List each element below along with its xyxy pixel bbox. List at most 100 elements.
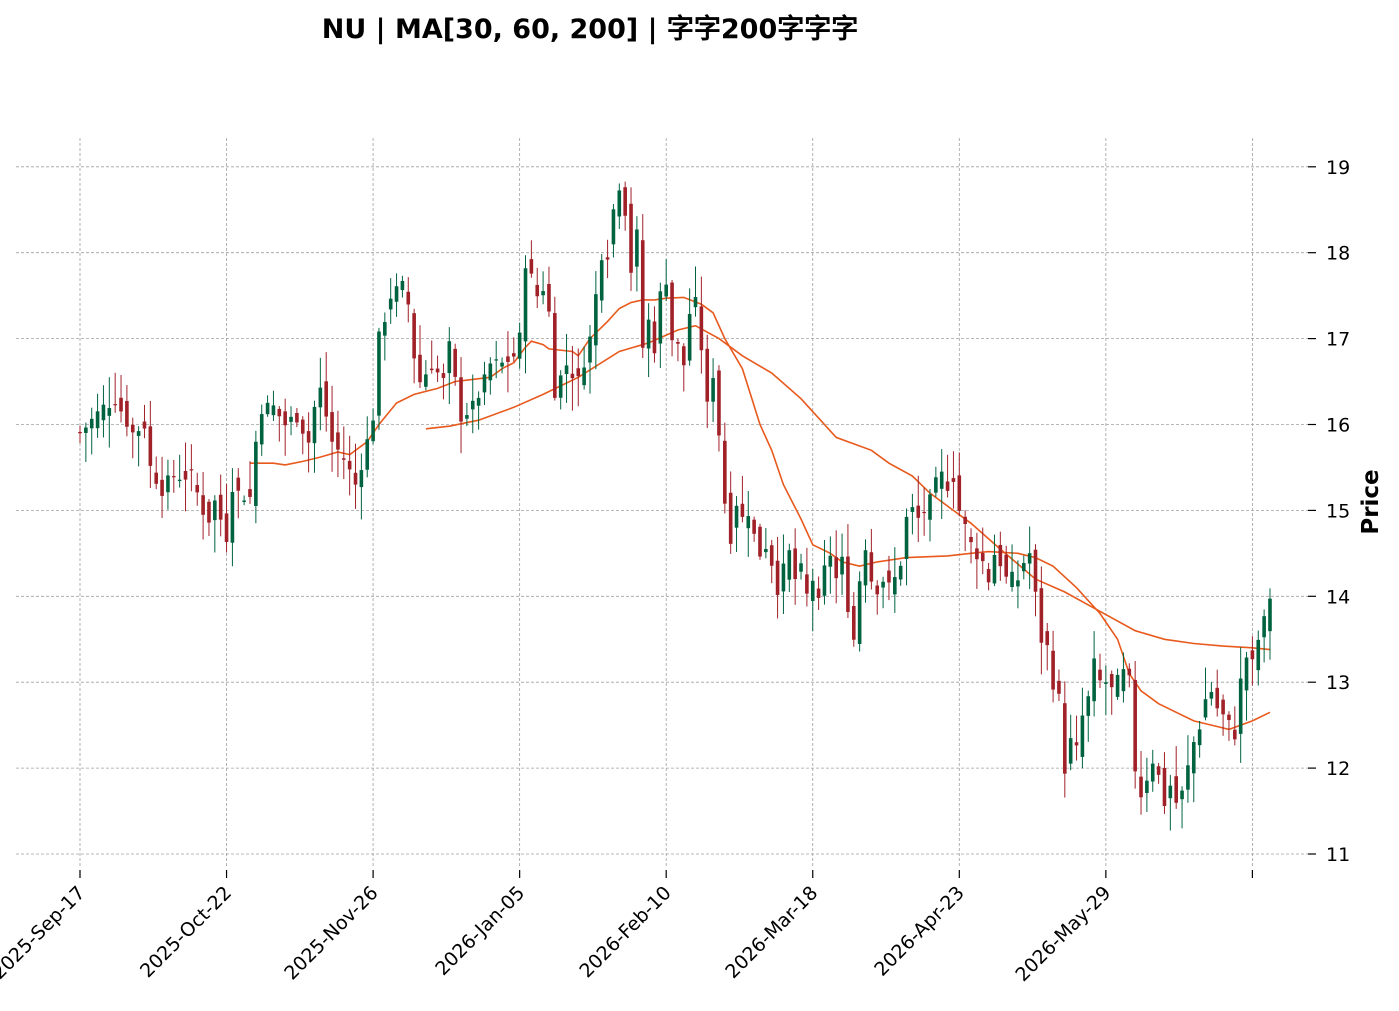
candle [1256,630,1261,686]
candle [224,483,229,553]
candle-body [617,190,622,217]
candle [547,266,551,317]
candle [1244,651,1249,721]
candle-body [1227,714,1231,721]
candle-body [441,373,446,378]
candle-body [365,439,370,470]
gridlines [16,138,1308,866]
candle [975,532,979,589]
candle [887,555,891,601]
candle [605,239,610,279]
candle-body [746,516,751,529]
candle-body [84,427,88,433]
candle-body [998,544,1003,567]
candle-body [1115,674,1120,697]
candle [693,266,698,317]
candle [640,214,645,358]
candle-body [904,516,909,560]
candle-body [1104,682,1108,684]
candle [470,374,475,434]
candle-body [1063,703,1067,774]
candle-body [857,581,862,644]
candle [646,303,651,378]
candle [1074,715,1079,761]
candle [705,334,710,428]
candle-body [183,471,188,480]
candle [447,327,452,405]
candle [635,216,639,292]
candle [318,357,323,431]
candle-body [242,500,246,502]
candle [687,288,692,366]
candle-body [1074,742,1079,746]
candle [418,325,422,388]
candle-body [318,387,323,408]
candle [717,365,721,452]
candle-body [95,411,100,429]
candle-body [1244,657,1249,691]
candle-body [1039,588,1044,643]
candle [84,422,88,462]
candle-body [629,203,633,273]
candle [588,325,592,394]
candle [558,370,563,410]
candle-body [681,346,686,366]
candle [611,204,616,258]
candle-body [828,555,833,567]
candle [259,404,264,456]
candle [465,402,469,427]
candle [863,539,868,603]
candle-body [101,404,106,421]
candle-body [851,606,856,640]
candle-body [1197,729,1202,746]
candle [1162,752,1167,814]
candle-body [1057,680,1061,694]
candle-body [793,548,797,580]
candle-body [646,319,651,349]
candle-body [336,432,340,450]
candle [922,487,926,536]
candle [1115,668,1120,700]
candle [424,360,428,391]
candle [576,348,581,407]
candle-body [728,492,733,544]
candle-body [1186,765,1190,790]
candle-body [705,348,710,402]
candle-body [945,481,950,491]
candle-body [699,306,704,351]
candle [459,357,463,454]
candle [171,459,176,493]
candle-body [119,397,123,412]
candle-body [840,556,844,575]
candle [857,571,862,652]
candle [582,346,586,390]
candle [412,308,416,384]
candle-body [986,569,991,583]
candle [869,528,874,590]
y-tick-label: 18 [1326,243,1350,265]
candle [359,453,364,520]
candle [676,338,680,362]
candle-body [160,479,164,496]
candle-body [353,472,358,485]
candle-body [113,404,117,406]
candle [799,553,803,580]
candle [570,345,575,411]
candle-body [1262,616,1266,638]
candle-body [125,401,129,427]
candle [681,343,686,392]
candle [752,516,756,542]
candle-body [236,477,241,491]
candle-body [248,489,252,497]
y-axis: 11 12 13 14 15 16 17 18 19 [1308,157,1350,866]
candle [822,540,827,605]
candle-body [254,441,258,506]
candle [541,271,545,305]
candle-body [1238,678,1243,734]
candle [353,443,358,509]
candle [910,493,915,535]
candle [746,491,751,557]
candle [1016,560,1020,609]
candle [1180,786,1184,829]
candle [658,282,663,369]
